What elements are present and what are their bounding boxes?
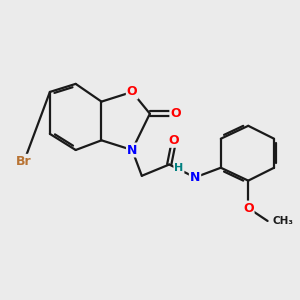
Text: N: N (127, 143, 137, 157)
Text: O: O (170, 107, 181, 120)
Text: H: H (174, 163, 184, 173)
Text: N: N (190, 171, 200, 184)
Text: O: O (169, 134, 179, 147)
Text: O: O (127, 85, 137, 98)
Text: Br: Br (16, 155, 32, 168)
Text: CH₃: CH₃ (272, 216, 293, 226)
Text: O: O (243, 202, 254, 214)
